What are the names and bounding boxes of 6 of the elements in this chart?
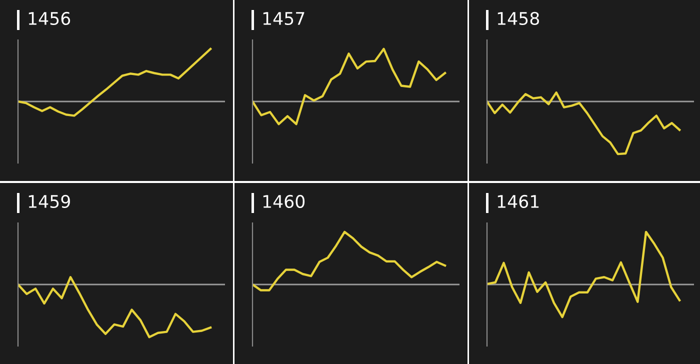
chart-title: 1457 bbox=[263, 12, 304, 26]
chart-title: 1459 bbox=[28, 194, 70, 208]
chart-title: 1461 bbox=[498, 194, 539, 208]
chart-title: 1460 bbox=[263, 194, 305, 208]
chart-title: 1456 bbox=[28, 12, 70, 26]
chart-title: 1458 bbox=[498, 12, 539, 26]
